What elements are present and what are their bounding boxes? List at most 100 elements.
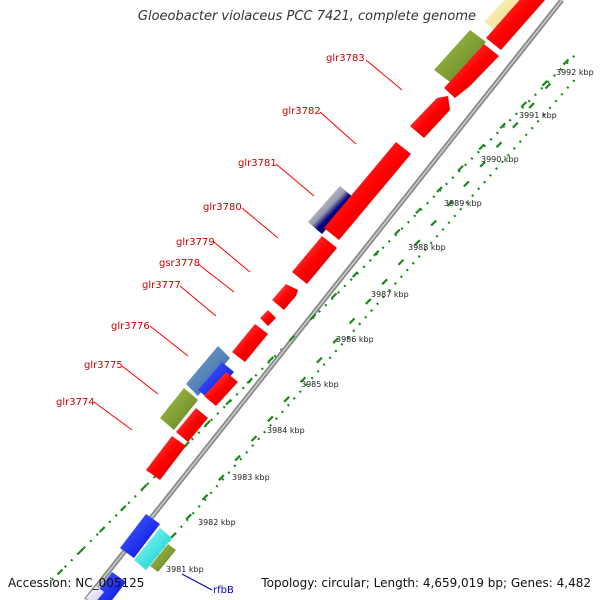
outer-lane-features (160, 0, 526, 430)
leader-glr3780 (241, 207, 279, 239)
outer-tick (98, 526, 106, 533)
outer-tick (246, 377, 254, 385)
outer-tick (204, 419, 211, 427)
label-gsr3778[interactable]: gsr3778 (159, 258, 200, 269)
label-glr3777[interactable]: glr3777 (142, 280, 181, 291)
outer-tick (520, 101, 528, 108)
feature-pale-bottom[interactable] (86, 586, 104, 600)
lower-features (86, 514, 176, 600)
genome-title: Gloeobacter violaceus PCC 7421, complete… (137, 9, 476, 24)
tick-label-3984: 3984 kbp (267, 426, 305, 435)
gene-arrow-glr3780[interactable] (292, 236, 337, 284)
scale-tick (463, 180, 470, 188)
outer-tick-marks (56, 58, 570, 576)
tick-label-3985: 3985 kbp (301, 380, 339, 389)
outer-tick (225, 398, 232, 406)
leader-glr3783 (365, 59, 403, 91)
outer-tick (394, 228, 401, 236)
feature-olive-gene[interactable] (160, 388, 198, 430)
leader-rfbB (181, 573, 213, 591)
feature-glr3781-adjacent[interactable] (308, 186, 354, 234)
tick-label-3990: 3990 kbp (481, 155, 519, 164)
scale-tick-marks (152, 82, 552, 560)
leader-glr3781 (275, 163, 315, 197)
scale-tick (365, 298, 372, 305)
outer-tick (457, 164, 464, 172)
accession-text: Accession: NC_005125 (8, 576, 145, 590)
tick-label-3987: 3987 kbp (371, 290, 409, 299)
tick-label-3991: 3991 kbp (519, 111, 557, 120)
gene-arrow-glr3782[interactable] (410, 96, 450, 138)
scale-tick (201, 493, 209, 501)
tick-label-3992: 3992 kbp (556, 68, 594, 77)
feature-steel-gene[interactable] (186, 346, 230, 396)
gene-arrow-gsr3778[interactable] (260, 310, 276, 326)
scale-tick (218, 474, 225, 481)
outer-tick (478, 143, 485, 151)
outer-tick (541, 79, 549, 87)
gene-arrow-glr3775[interactable] (176, 408, 208, 442)
feature-blue-lower[interactable] (120, 514, 160, 558)
scale-tick (348, 317, 356, 325)
gene-arrow-glr3779[interactable] (272, 284, 298, 310)
leader-glr3776 (149, 325, 189, 357)
inner-tick-track (144, 75, 579, 569)
label-glr3781[interactable]: glr3781 (238, 158, 277, 169)
scale-tick (414, 239, 421, 246)
forward-strand-genes (146, 0, 545, 480)
gene-arrow-glr3776[interactable] (204, 372, 238, 406)
tick-label-3981: 3981 kbp (166, 565, 204, 574)
scale-tick (250, 435, 258, 442)
leader-glr3779 (213, 241, 251, 273)
gene-arrow-upper-1[interactable] (486, 0, 545, 50)
label-rfbB[interactable]: rfbB (213, 585, 234, 596)
gene-arrow-glr3781[interactable] (324, 142, 411, 240)
tick-label-3982: 3982 kbp (198, 518, 236, 527)
scale-tick (283, 396, 290, 403)
scale-tick (332, 337, 339, 344)
scale-labels: 3981 kbp 3982 kbp 3983 kbp 3984 kbp 3985… (166, 68, 594, 574)
outer-tick (119, 504, 127, 512)
outer-tick (56, 568, 64, 576)
tick-label-3986: 3986 kbp (336, 335, 374, 344)
feature-blue-gene[interactable] (198, 362, 234, 400)
gene-labels: glr3783 glr3782 glr3781 glr3780 glr3779 … (56, 53, 365, 596)
scale-tick (495, 141, 503, 149)
outer-tick (77, 547, 85, 555)
gene-arrow-glr3774[interactable] (146, 436, 186, 480)
tick-label-3983: 3983 kbp (232, 473, 270, 482)
feature-olive-gene-top[interactable] (434, 30, 486, 82)
outer-tick (415, 207, 422, 215)
genome-summary-text: Topology: circular; Length: 4,659,019 bp… (261, 576, 591, 590)
tick-label-3988: 3988 kbp (408, 243, 446, 252)
label-glr3776[interactable]: glr3776 (111, 321, 150, 332)
outer-tick (309, 313, 317, 321)
outer-tick (288, 334, 296, 342)
label-glr3783[interactable]: glr3783 (326, 53, 365, 64)
outer-tick (351, 271, 359, 278)
leader-glr3775 (121, 365, 159, 395)
scale-tick (446, 200, 454, 207)
scale-tick (299, 376, 307, 384)
label-glr3782[interactable]: glr3782 (282, 106, 321, 117)
label-glr3775[interactable]: glr3775 (84, 360, 123, 371)
outer-tick (372, 249, 380, 257)
scale-tick (185, 513, 192, 521)
feature-olive-lower[interactable] (150, 544, 176, 572)
outer-tick (499, 122, 507, 130)
gene-arrow-glr3777[interactable] (232, 324, 268, 362)
outer-tick (436, 186, 443, 193)
scale-tick (528, 102, 535, 109)
tick-label-3989: 3989 kbp (444, 199, 482, 208)
leader-glr3777 (179, 285, 217, 317)
gene-arrow-glr3783[interactable] (444, 44, 499, 98)
scale-tick (479, 161, 486, 168)
feature-cyan-lower[interactable] (134, 528, 172, 570)
label-glr3779[interactable]: glr3779 (176, 237, 215, 248)
label-glr3774[interactable]: glr3774 (56, 397, 95, 408)
label-glr3780[interactable]: glr3780 (203, 202, 242, 213)
leader-gsr3778 (197, 263, 235, 293)
backbone-highlight (85, 0, 563, 600)
